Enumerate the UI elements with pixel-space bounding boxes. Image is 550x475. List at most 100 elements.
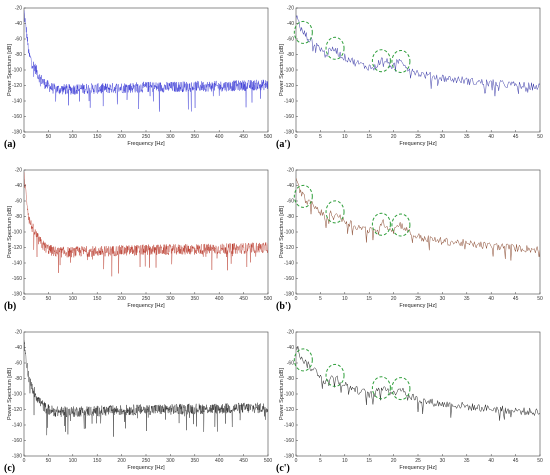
peak-highlight-circle xyxy=(391,49,411,73)
x-tick-label: 150 xyxy=(93,134,102,140)
y-tick-label: -120 xyxy=(284,245,294,251)
y-tick-label: -160 xyxy=(284,276,294,282)
x-tick-label: 0 xyxy=(295,458,298,464)
x-tick-label: 15 xyxy=(366,296,372,302)
y-tick-label: -100 xyxy=(284,230,294,236)
x-tick-label: 45 xyxy=(513,134,519,140)
y-tick-label: -120 xyxy=(284,83,294,89)
x-axis-label: Frequency [Hz] xyxy=(399,303,437,309)
chart-panel-3: 0 50 100 150 200 250 300 350 400 450 500 -20 -40 -60 -… xyxy=(4,168,272,312)
y-tick-label: -120 xyxy=(284,407,294,413)
y-tick-label: -60 xyxy=(287,199,294,205)
y-tick-label: -180 xyxy=(12,454,22,460)
y-tick-label: -20 xyxy=(15,168,22,174)
x-tick-label: 30 xyxy=(440,134,446,140)
peak-highlight-circle xyxy=(293,20,313,44)
y-tick-label: -20 xyxy=(15,6,22,12)
y-tick-label: -20 xyxy=(287,6,294,12)
peak-highlight-circle xyxy=(371,212,391,236)
x-tick-label: 250 xyxy=(142,296,151,302)
x-tick-label: 200 xyxy=(117,134,126,140)
y-tick-label: -120 xyxy=(12,407,22,413)
spectrum-trace xyxy=(296,345,540,421)
peak-highlight-circle xyxy=(371,49,391,73)
x-tick-label: 30 xyxy=(440,296,446,302)
x-tick-label: 450 xyxy=(239,296,248,302)
y-tick-label: -160 xyxy=(12,114,22,120)
panel-label: (a) xyxy=(4,139,16,150)
x-tick-label: 45 xyxy=(513,296,519,302)
y-tick-label: -120 xyxy=(12,245,22,251)
y-tick-label: -180 xyxy=(284,292,294,298)
x-axis-label: Frequency [Hz] xyxy=(127,303,165,309)
x-tick-label: 300 xyxy=(166,296,175,302)
chart-panel-2: 0 5 10 15 20 25 30 35 40 45 50 -20 -40 -60 -80 -100 -120… xyxy=(276,6,543,150)
y-tick-label: -160 xyxy=(12,438,22,444)
y-tick-label: -120 xyxy=(12,83,22,89)
x-tick-label: 0 xyxy=(23,458,26,464)
y-axis-label: Power Spectrum [dB] xyxy=(7,368,13,420)
plot-frame xyxy=(295,331,541,457)
peak-highlight-circle xyxy=(293,348,313,372)
chart-panel-1: 0 50 100 150 200 250 300 350 400 450 500 -20 -40 -60 -… xyxy=(4,6,272,150)
panel-label: (c) xyxy=(4,463,15,474)
x-axis-label: Frequency [Hz] xyxy=(399,465,437,471)
x-tick-label: 400 xyxy=(215,458,224,464)
peak-highlight-circle xyxy=(325,36,345,60)
peak-highlight-circle xyxy=(325,200,345,224)
x-tick-label: 100 xyxy=(69,458,78,464)
y-tick-label: -160 xyxy=(284,114,294,120)
y-tick-label: -140 xyxy=(12,99,22,105)
spectrum-trace xyxy=(24,172,268,277)
y-tick-label: -180 xyxy=(284,454,294,460)
plot-frame xyxy=(23,169,269,295)
y-axis-label: Power Spectrum [dB] xyxy=(279,206,285,258)
x-axis-label: Frequency [Hz] xyxy=(399,141,437,147)
x-tick-label: 35 xyxy=(464,296,470,302)
y-tick-label: -140 xyxy=(284,99,294,105)
peak-highlight-circle xyxy=(325,363,345,387)
x-tick-label: 20 xyxy=(391,134,397,140)
y-tick-label: -140 xyxy=(12,261,22,267)
x-tick-label: 500 xyxy=(264,134,273,140)
y-tick-label: -40 xyxy=(15,183,22,189)
x-tick-label: 35 xyxy=(464,134,470,140)
y-axis-label: Power Spectrum [dB] xyxy=(7,44,13,96)
x-tick-label: 20 xyxy=(391,458,397,464)
chart-panel-5: 0 50 100 150 200 250 300 350 400 450 500 -20 -40 -60 -… xyxy=(4,330,272,474)
x-tick-label: 50 xyxy=(46,296,52,302)
x-tick-label: 25 xyxy=(415,458,421,464)
x-tick-label: 50 xyxy=(537,134,543,140)
x-tick-label: 0 xyxy=(23,134,26,140)
panel-label: (b') xyxy=(276,301,291,312)
x-tick-label: 200 xyxy=(117,296,126,302)
x-tick-label: 10 xyxy=(342,134,348,140)
panel-label: (c') xyxy=(276,463,290,474)
x-axis-label: Frequency [Hz] xyxy=(127,141,165,147)
x-tick-label: 5 xyxy=(319,134,322,140)
peak-highlight-circle xyxy=(391,377,411,401)
y-axis-label: Power Spectrum [dB] xyxy=(279,368,285,420)
x-tick-label: 40 xyxy=(488,296,494,302)
x-tick-label: 25 xyxy=(415,134,421,140)
x-tick-label: 45 xyxy=(513,458,519,464)
x-tick-label: 500 xyxy=(264,296,273,302)
x-tick-label: 50 xyxy=(46,134,52,140)
plot-frame xyxy=(23,7,269,133)
spectrum-trace xyxy=(296,14,540,97)
y-tick-label: -60 xyxy=(15,199,22,205)
y-tick-label: -160 xyxy=(284,438,294,444)
y-tick-label: -140 xyxy=(284,261,294,267)
x-tick-label: 400 xyxy=(215,296,224,302)
y-tick-label: -100 xyxy=(12,68,22,74)
x-axis-label: Frequency [Hz] xyxy=(127,465,165,471)
x-tick-label: 250 xyxy=(142,134,151,140)
y-tick-label: -100 xyxy=(284,392,294,398)
y-tick-label: -20 xyxy=(287,330,294,336)
y-tick-label: -140 xyxy=(284,423,294,429)
x-tick-label: 0 xyxy=(295,296,298,302)
plot-frame xyxy=(295,169,541,295)
y-tick-label: -60 xyxy=(15,37,22,43)
y-tick-label: -160 xyxy=(12,276,22,282)
